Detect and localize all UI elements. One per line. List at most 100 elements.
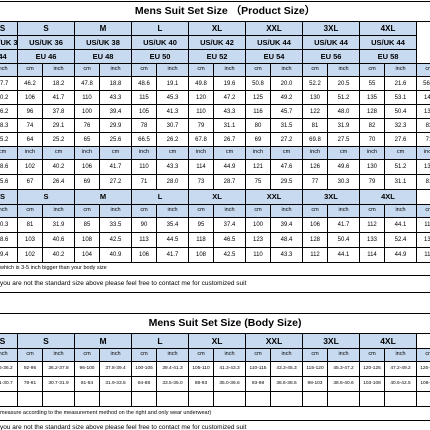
table-cell: 39.4-41.3 [156,361,189,377]
table-cell: 47.2 [213,90,246,105]
size-header-cell: L [131,189,189,205]
table-cell: 50.8 [245,76,271,91]
table-cell: 49.8 [188,76,214,91]
size-header-row: S S M L XL XXL 3XL 4XL [0,21,430,36]
table-cell [42,391,75,407]
unit-cell: inch [74,146,100,160]
size-header-cell: EU 56 [302,49,360,64]
table-cell: 31.1 [213,118,246,133]
table-cell [17,391,43,407]
unit-cell: inch [0,204,18,218]
size-header-cell: M [74,21,132,36]
unit-cell: inch [213,204,246,218]
unit-cell: cm [17,204,43,218]
size-header-cell: US/UK 34 [0,35,18,50]
size-header-cell: L [131,333,189,349]
size-header-cell: US/UK 44 [302,35,360,50]
table-cell: 74 [17,118,43,133]
table-row: 39.410240.210440.910641.710842.511043.31… [0,247,430,263]
table-cell: 25.2 [42,132,75,147]
table-cell [416,391,430,407]
table-cell: 51.2 [384,159,417,175]
table-cell: 105-110 [188,361,214,377]
table-cell: 47.8 [74,76,100,91]
unit-cell: inch [384,63,417,77]
size-header-cell: US/UK 44 [245,35,303,50]
size-header-cell: XXL [245,189,303,205]
table-cell: 42.5 [213,247,246,263]
unit-row: inchcminchcminchcminchcminchcminchcminch… [0,348,430,362]
table-cell: 31.5 [270,118,303,133]
unit-cell: cm [302,348,328,362]
table-cell: 121 [245,159,271,175]
table-cell: 39.4 [270,217,303,233]
table-row: 40.210641.711043.311545.312047.212549.21… [0,90,430,105]
table-cell: 29.5 [270,174,303,190]
unit-cell: inch [17,146,43,160]
table-cell: 110-115 [245,361,271,377]
unit-cell: cm [131,63,157,77]
size-header-cell: 3XL [302,333,360,349]
table-cell: 36.6-38.6 [270,376,303,392]
table-cell: 126 [302,159,328,175]
table-cell [0,391,18,407]
unit-cell: inch [327,348,360,362]
table-cell: 45.7 [270,104,303,119]
unit-cell: cm [245,63,271,77]
size-header-cell: 4XL [359,189,417,205]
table-cell: 56.2 [416,76,430,91]
table-cell: 31.1 [384,174,417,190]
table-cell: 27.5 [327,132,360,147]
unit-cell: cm [74,348,100,362]
size-header-cell: S [0,333,18,349]
unit-cell: cm [156,146,189,160]
table-cell: 55 [359,76,385,91]
table-cell: 34.6-36.2 [0,361,18,377]
size-header-cell: US/UK 38 [74,35,132,50]
size-header-cell: XXL [245,21,303,36]
table-cell: 28.7 [213,174,246,190]
table-cell: 83 [416,118,430,133]
table-cell: 48.6 [131,76,157,91]
unit-cell: inch [99,348,132,362]
unit-cell: cm [99,146,132,160]
table-cell: 25.6 [0,174,18,190]
size-header-cell: M [74,333,132,349]
size-header-cell: US/UK 36 [17,35,75,50]
unit-cell: inch [384,204,417,218]
table-cell [131,391,157,407]
table-cell: 39.4 [0,247,18,263]
size-header-cell: XL [188,333,246,349]
size-header-cell: L [131,21,189,36]
table-cell: 110 [131,159,157,175]
unit-cell: inch [131,146,157,160]
table-cell: 69 [245,132,271,147]
unit-cell: cm [74,63,100,77]
table-cell [74,391,100,407]
table-cell: 44.5 [156,232,189,248]
table-row: 34.6-36.292-9636.2-37.896-10037.8-39.410… [0,361,430,377]
size-header-cell: 44 [0,49,18,64]
unit-cell: cm [416,204,430,218]
table-row: 17.746.218.247.818.848.619.149.819.650.8… [0,76,430,91]
table-cell: 138 [416,232,430,248]
unit-cell: cm [42,146,75,160]
table-cell: 40.6-42.5 [384,376,417,392]
table-cell: 41.7 [156,247,189,263]
table-cell: 115 [131,90,157,105]
table-cell: 78-81 [17,376,43,392]
body-size-chart: Mens Suit Set Size (Body Size) S S M L XL XXL… [0,313,430,430]
table-cell: 30.3 [327,174,360,190]
table-cell: 95 [188,217,214,233]
unit-cell: cm [302,204,328,218]
table-cell: 26.4 [42,174,75,190]
unit-cell: cm [416,63,430,77]
table-cell: 128 [302,232,328,248]
table-cell: 85 [74,217,100,233]
size-header-cell: 3XL [302,189,360,205]
size-header-cell: S [0,189,18,205]
unit-cell: inch [327,204,360,218]
product-size-table: Mens Suit Set Size （Product Size） S S M L XL… [0,1,430,293]
table-cell: 42.5 [99,232,132,248]
